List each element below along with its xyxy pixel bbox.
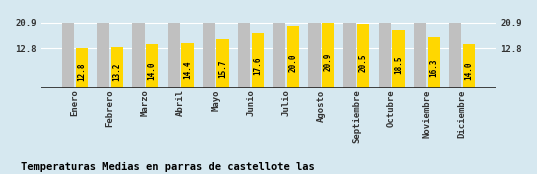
Bar [414,23,426,88]
Bar [273,23,285,88]
Text: 14.0: 14.0 [148,61,157,80]
Bar [308,23,321,88]
Bar [111,47,123,88]
Bar [449,23,461,88]
Text: 16.3: 16.3 [429,59,438,77]
Bar [463,44,475,88]
Bar [427,37,440,88]
Bar [322,23,334,88]
Text: 13.2: 13.2 [113,62,121,81]
Bar [379,23,391,88]
Bar [216,39,229,88]
Bar [393,30,405,88]
Text: 20.9: 20.9 [324,53,332,71]
Bar [182,43,193,88]
Text: 20.0: 20.0 [288,54,297,72]
Bar [203,23,215,88]
Bar [132,23,144,88]
Bar [357,24,369,88]
Text: 18.5: 18.5 [394,56,403,74]
Bar [97,23,110,88]
Bar [146,44,158,88]
Text: 14.0: 14.0 [465,61,473,80]
Text: 15.7: 15.7 [218,59,227,78]
Bar [168,23,180,88]
Text: 17.6: 17.6 [253,57,262,76]
Bar [238,23,250,88]
Bar [344,23,355,88]
Text: 20.5: 20.5 [359,53,368,72]
Bar [287,26,299,88]
Bar [252,33,264,88]
Text: 14.4: 14.4 [183,61,192,80]
Text: 12.8: 12.8 [77,63,86,81]
Bar [62,23,74,88]
Bar [76,48,88,88]
Text: Temperaturas Medias en parras de castellote las: Temperaturas Medias en parras de castell… [21,162,315,172]
